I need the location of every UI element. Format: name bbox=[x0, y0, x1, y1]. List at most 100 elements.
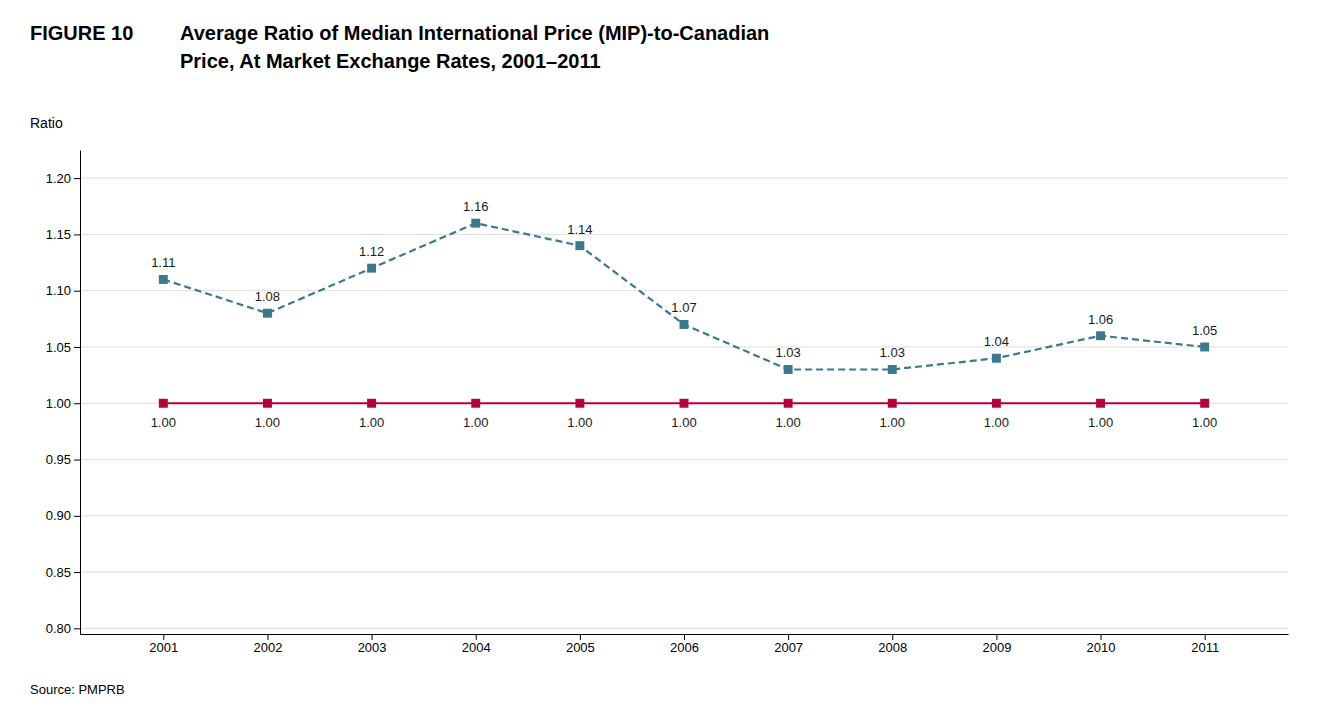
data-label: 1.16 bbox=[463, 199, 488, 214]
marker bbox=[1096, 399, 1105, 408]
x-tick-label: 2004 bbox=[462, 640, 491, 655]
data-label: 1.00 bbox=[671, 415, 696, 430]
x-tick-label: 2006 bbox=[670, 640, 699, 655]
marker bbox=[888, 399, 897, 408]
y-tick: 1.15 bbox=[46, 227, 80, 242]
source-note: Source: PMPRB bbox=[30, 682, 125, 697]
x-tick-mark bbox=[788, 634, 789, 640]
data-label: 1.04 bbox=[984, 334, 1009, 349]
marker bbox=[263, 309, 272, 318]
marks bbox=[159, 219, 1209, 408]
line bbox=[163, 223, 1204, 369]
grid-line bbox=[80, 515, 1288, 516]
x-tick-mark bbox=[476, 634, 477, 640]
y-tick-label: 1.00 bbox=[46, 396, 71, 411]
grid-line bbox=[80, 178, 1288, 179]
plot: 2001200220032004200520062007200820092010… bbox=[30, 115, 1289, 655]
x-tick-mark bbox=[1101, 634, 1102, 640]
data-label: 1.00 bbox=[151, 415, 176, 430]
x-tick-label: 2010 bbox=[1087, 640, 1116, 655]
y-axis-title: Ratio bbox=[30, 115, 63, 131]
x-tick: 2001 bbox=[149, 634, 178, 655]
y-tick-label: 1.15 bbox=[46, 227, 71, 242]
y-tick: 1.20 bbox=[46, 171, 80, 186]
marker bbox=[784, 399, 793, 408]
marker bbox=[159, 399, 168, 408]
x-tick-label: 2002 bbox=[253, 640, 282, 655]
marker bbox=[784, 365, 793, 374]
x-tick: 2011 bbox=[1191, 634, 1219, 655]
marker bbox=[992, 354, 1001, 363]
x-tick: 2010 bbox=[1087, 634, 1116, 655]
y-tick-mark bbox=[74, 291, 80, 292]
x-tick: 2007 bbox=[774, 634, 803, 655]
y-tick: 0.85 bbox=[46, 565, 80, 580]
data-label: 1.08 bbox=[255, 289, 280, 304]
y-tick-label: 1.05 bbox=[46, 340, 71, 355]
y-tick-label: 1.20 bbox=[46, 171, 71, 186]
data-label: 1.00 bbox=[1088, 415, 1113, 430]
y-tick-label: 0.85 bbox=[46, 565, 71, 580]
y-tick: 1.05 bbox=[46, 340, 80, 355]
x-tick-mark bbox=[580, 634, 581, 640]
data-label: 1.11 bbox=[151, 255, 175, 270]
marker bbox=[992, 399, 1001, 408]
x-tick-label: 2005 bbox=[566, 640, 595, 655]
x-tick-label: 2009 bbox=[982, 640, 1011, 655]
y-tick: 0.95 bbox=[46, 452, 80, 467]
marker bbox=[888, 365, 897, 374]
x-tick-label: 2011 bbox=[1191, 640, 1219, 655]
marker bbox=[471, 399, 480, 408]
data-label: 1.14 bbox=[567, 222, 592, 237]
grid-line bbox=[80, 572, 1288, 573]
grid bbox=[80, 178, 1288, 628]
data-label: 1.12 bbox=[359, 244, 384, 259]
y-tick-label: 0.95 bbox=[46, 452, 71, 467]
chart: FIGURE 10Average Ratio of Median Interna… bbox=[0, 0, 1328, 714]
y-tick-mark bbox=[74, 628, 80, 629]
y-tick-mark bbox=[74, 516, 80, 517]
x-tick: 2002 bbox=[253, 634, 282, 655]
series bbox=[159, 219, 1209, 374]
marker bbox=[1200, 399, 1209, 408]
y-tick-mark bbox=[74, 403, 80, 404]
x-tick: 2009 bbox=[982, 634, 1011, 655]
data-label: 1.03 bbox=[880, 345, 905, 360]
x-tick-mark bbox=[996, 634, 997, 640]
data-label: 1.07 bbox=[671, 300, 696, 315]
marker bbox=[367, 264, 376, 273]
y-tick-label: 1.10 bbox=[46, 283, 71, 298]
y-tick-mark bbox=[74, 460, 80, 461]
x-tick: 2004 bbox=[462, 634, 491, 655]
y-tick-mark bbox=[74, 178, 80, 179]
y-axis: 0.80 0.85 0.90 0.95 1.00 1.05 1.10 1.15 1.20 bbox=[46, 151, 81, 637]
x-tick-label: 2008 bbox=[878, 640, 907, 655]
data-label: 1.00 bbox=[775, 415, 800, 430]
marker bbox=[471, 219, 480, 228]
marker bbox=[680, 399, 689, 408]
data-label: 1.00 bbox=[880, 415, 905, 430]
x-tick-mark bbox=[1205, 634, 1206, 640]
x-tick: 2005 bbox=[566, 634, 595, 655]
data-label: 1.00 bbox=[567, 415, 592, 430]
y-tick: 1.00 bbox=[46, 396, 80, 411]
data-labels: 1.001.001.001.001.001.001.001.001.001.00… bbox=[151, 199, 1218, 430]
marker bbox=[367, 399, 376, 408]
grid-line bbox=[80, 628, 1288, 629]
grid-line bbox=[80, 459, 1288, 460]
data-label: 1.00 bbox=[1192, 415, 1217, 430]
x-axis: 2001200220032004200520062007200820092010… bbox=[81, 634, 1289, 655]
x-tick-label: 2007 bbox=[774, 640, 803, 655]
y-tick-label: 0.80 bbox=[46, 621, 71, 636]
data-label: 1.06 bbox=[1088, 312, 1113, 327]
title: Average Ratio of Median International Pr… bbox=[180, 22, 769, 44]
x-tick-label: 2001 bbox=[149, 640, 178, 655]
grid-line bbox=[80, 346, 1288, 347]
y-tick: 0.90 bbox=[46, 508, 80, 523]
title: Price, At Market Exchange Rates, 2001–20… bbox=[180, 50, 601, 72]
x-tick: 2006 bbox=[670, 634, 699, 655]
data-label: 1.00 bbox=[984, 415, 1009, 430]
y-tick-label: 0.90 bbox=[46, 508, 71, 523]
y-tick: 0.80 bbox=[46, 621, 80, 636]
x-tick-mark bbox=[684, 634, 685, 640]
